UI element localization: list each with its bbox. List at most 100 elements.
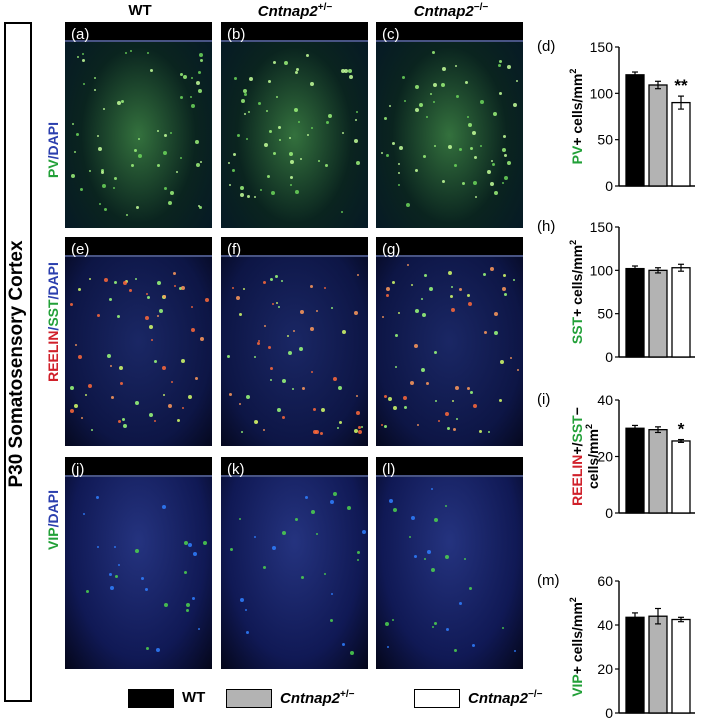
bar	[625, 427, 645, 514]
cell-dot	[198, 52, 203, 57]
cell-dot	[434, 351, 438, 355]
cell-dot	[229, 184, 232, 187]
cell-dot	[272, 545, 277, 550]
cell-dot	[434, 518, 439, 523]
cell-dot	[157, 315, 160, 318]
cell-dot	[327, 114, 332, 119]
cell-dot	[116, 315, 120, 319]
cell-dot	[282, 531, 287, 536]
cell-dot	[115, 574, 119, 578]
cell-dot	[228, 393, 232, 397]
cell-dot	[313, 430, 317, 435]
pial-surface	[376, 237, 523, 257]
cell-dot	[72, 123, 75, 126]
y-axis-label: SST+ cells/mm2	[568, 240, 585, 344]
cell-dot	[116, 100, 121, 105]
cell-dot	[180, 359, 185, 364]
cell-dot	[506, 161, 511, 166]
cell-dot	[503, 292, 507, 296]
cell-dot	[190, 327, 195, 332]
legend-gene: Cntnap2	[468, 690, 528, 707]
cell-dot	[287, 350, 292, 355]
cell-dot	[150, 69, 154, 73]
cell-dot	[184, 540, 189, 545]
cell-dot	[107, 353, 112, 358]
cell-dot	[467, 302, 472, 307]
cell-dot	[125, 52, 128, 55]
cell-dot	[190, 76, 193, 79]
cell-dot	[315, 310, 318, 313]
cell-dot	[192, 552, 197, 557]
cell-dot	[144, 315, 149, 320]
y-axis-label-part: SST	[569, 415, 585, 443]
y-axis-label-sup: 2	[568, 597, 578, 602]
cell-dot	[109, 297, 113, 301]
cell-dot	[239, 518, 242, 521]
cell-dot	[233, 76, 237, 80]
cell-dot	[276, 302, 279, 305]
cell-dot	[98, 147, 103, 152]
cell-dot	[426, 116, 429, 119]
cell-dot	[313, 407, 317, 411]
cell-dot	[296, 68, 300, 72]
cell-dot	[316, 532, 319, 535]
cell-dot	[299, 347, 304, 352]
cell-dot	[483, 272, 487, 276]
pial-surface	[221, 457, 368, 477]
cell-dot	[230, 547, 234, 551]
cell-dot	[263, 142, 268, 147]
cell-dot	[145, 647, 149, 651]
cell-dot	[423, 274, 427, 278]
cell-dot	[415, 169, 419, 173]
micrograph-panel: (f)	[221, 237, 368, 446]
legend-label-het: Cntnap2+/−	[280, 689, 354, 707]
cell-dot	[185, 609, 189, 613]
cell-dot	[277, 305, 280, 308]
cell-dot	[97, 314, 101, 318]
cell-dot	[434, 400, 437, 403]
cell-dot	[349, 74, 354, 79]
cell-dot	[445, 554, 450, 559]
cell-dot	[257, 340, 260, 343]
cell-dot	[199, 160, 202, 163]
y-axis-label-sup: 2	[584, 424, 594, 429]
cell-dot	[102, 108, 105, 111]
cell-dot	[168, 201, 173, 206]
y-axis-label-part: + cells/mm	[569, 602, 585, 674]
cell-dot	[122, 417, 126, 421]
panel-label: (a)	[71, 26, 90, 43]
cell-dot	[499, 92, 503, 96]
cell-dot	[280, 279, 283, 282]
cell-dot	[94, 77, 97, 80]
row-label-part: /DAPI	[45, 121, 61, 160]
row-label-reelin-sst: REELIN/SST/DAPI	[45, 262, 61, 382]
y-tick-label: 40	[597, 617, 613, 633]
cell-dot	[415, 85, 420, 90]
cell-dot	[168, 404, 173, 409]
cell-dot	[89, 278, 92, 280]
legend: WT Cntnap2+/− Cntnap2−/−	[128, 686, 698, 716]
column-header-ko: Cntnap2−/−	[386, 2, 516, 20]
cell-dot	[114, 176, 118, 180]
cell-dot	[290, 183, 293, 186]
cell-dot	[446, 427, 450, 431]
y-tick-label: 150	[590, 39, 614, 55]
cell-dot	[346, 505, 351, 510]
cell-dot	[300, 158, 303, 161]
pial-surface	[221, 22, 368, 42]
cell-dot	[467, 122, 472, 127]
cell-dot	[441, 83, 446, 88]
cell-dot	[461, 181, 465, 185]
cell-dot	[441, 67, 446, 72]
cell-dot	[85, 393, 88, 396]
bar	[648, 269, 668, 358]
cell-dot	[395, 333, 399, 337]
cell-dot	[88, 383, 93, 388]
cell-dot	[459, 602, 463, 606]
cell-dot	[446, 628, 450, 632]
cell-dot	[272, 61, 276, 65]
y-axis-label-part: + cells/mm	[569, 245, 585, 317]
cell-dot	[513, 649, 516, 652]
cell-dot	[318, 159, 321, 162]
cell-dot	[74, 403, 79, 408]
